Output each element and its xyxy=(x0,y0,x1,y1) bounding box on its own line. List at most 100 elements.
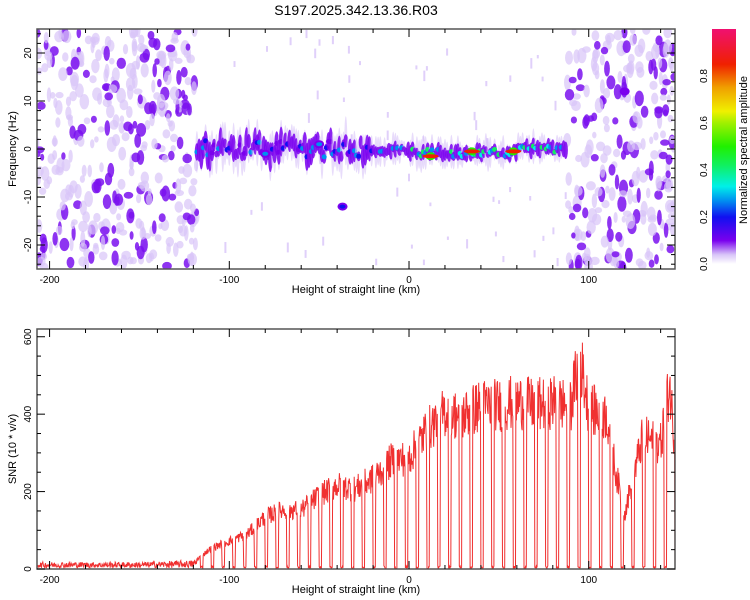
heatmap-cell xyxy=(646,247,651,258)
heatmap-peak xyxy=(422,154,439,159)
heatmap-cell xyxy=(594,207,603,214)
heatmap-cell xyxy=(138,34,145,45)
heatmap-cell xyxy=(594,187,603,197)
heatmap-cell xyxy=(592,131,597,139)
heatmap-cell xyxy=(88,251,95,264)
heatmap-cell xyxy=(570,116,578,124)
heatmap-cell xyxy=(95,49,102,62)
heatmap-cell xyxy=(135,29,141,38)
heatmap-cell xyxy=(79,94,90,110)
heatmap-cell xyxy=(669,136,675,144)
heatmap-cell xyxy=(509,75,512,82)
heatmap-cell xyxy=(533,250,536,258)
heatmap-cell xyxy=(289,37,292,46)
heatmap-cell xyxy=(154,234,162,242)
heatmap-cell xyxy=(621,29,628,39)
heatmap-cell xyxy=(136,122,147,137)
heatmap-cell xyxy=(554,100,557,111)
heatmap-cell xyxy=(209,150,215,156)
heatmap-cell xyxy=(168,150,175,161)
heatmap-cell xyxy=(47,153,55,164)
heatmap-cell xyxy=(568,206,574,214)
heatmap-cell xyxy=(106,104,115,119)
heatmap-cell xyxy=(100,226,110,235)
heatmap-cell xyxy=(631,170,640,187)
heatmap-cell xyxy=(165,44,176,53)
heatmap-cell xyxy=(117,178,126,190)
heatmap-cell xyxy=(84,35,93,45)
heatmap-cell xyxy=(70,221,76,230)
chart-title: S197.2025.342.13.36.R03 xyxy=(274,2,438,18)
y-tick-label: 0 xyxy=(23,566,34,572)
heatmap-cell xyxy=(174,57,183,64)
heatmap-cell xyxy=(137,43,146,53)
heatmap-cell xyxy=(123,191,134,199)
heatmap-cell xyxy=(191,81,197,95)
heatmap-cell xyxy=(634,44,644,57)
heatmap-cell xyxy=(632,111,641,124)
heatmap-cell xyxy=(660,130,666,139)
heatmap-cell xyxy=(103,83,110,92)
heatmap-cell xyxy=(608,187,616,201)
heatmap-cell xyxy=(665,170,671,179)
heatmap-cell xyxy=(170,37,179,44)
heatmap-cell xyxy=(665,218,675,225)
y-tick-label: 400 xyxy=(23,405,34,422)
heatmap-cell xyxy=(577,47,587,64)
heatmap-cell xyxy=(649,136,654,145)
heatmap-cell xyxy=(565,252,573,265)
heatmap-cell xyxy=(498,200,501,204)
heatmap-cell xyxy=(129,231,134,240)
y-tick-label: -10 xyxy=(23,189,34,204)
heatmap-cell xyxy=(188,237,195,245)
heatmap-cell xyxy=(660,139,670,146)
heatmap-cell xyxy=(50,92,56,99)
x-tick-label: 100 xyxy=(580,275,597,286)
heatmap-cell xyxy=(286,242,289,253)
heatmap-cell xyxy=(93,242,99,249)
heatmap-cell xyxy=(37,29,41,38)
heatmap-cell xyxy=(636,187,641,203)
heatmap-cell xyxy=(580,231,587,242)
heatmap-cell xyxy=(636,66,645,78)
heatmap-cell xyxy=(613,148,621,158)
heatmap-cell xyxy=(177,225,183,233)
heatmap-cell xyxy=(157,78,162,88)
heatmap-cell xyxy=(46,87,52,103)
heatmap-cell xyxy=(339,151,344,162)
heatmap-cell xyxy=(625,247,633,263)
heatmap-cell xyxy=(627,140,635,153)
heatmap-cell xyxy=(92,87,102,101)
y-tick-label: 200 xyxy=(23,483,34,500)
heatmap-cell xyxy=(663,222,669,238)
heatmap-cell xyxy=(98,251,108,261)
heatmap-cell xyxy=(602,115,610,125)
heatmap-cell xyxy=(161,154,170,163)
heatmap-cell xyxy=(76,29,82,39)
heatmap-cell xyxy=(586,220,596,234)
heatmap-cell xyxy=(666,202,675,212)
heatmap-cell xyxy=(87,164,92,178)
heatmap-cell xyxy=(600,235,609,248)
x-tick-label: -100 xyxy=(219,275,239,286)
heatmap-cell xyxy=(103,46,110,61)
heatmap-cell xyxy=(62,52,69,62)
heatmap-cell xyxy=(446,236,449,240)
heatmap-cell xyxy=(606,75,616,90)
heatmap-cell xyxy=(116,57,127,69)
heatmap-cell xyxy=(102,194,112,210)
heatmap-cell xyxy=(167,120,173,127)
heatmap-cell xyxy=(466,239,469,249)
heatmap-cell xyxy=(79,242,87,252)
heatmap-cell xyxy=(173,242,179,257)
heatmap-cell xyxy=(111,225,117,234)
heatmap-cell xyxy=(90,115,97,123)
heatmap-cell xyxy=(564,89,575,101)
heatmap-cell xyxy=(162,129,171,139)
heatmap-cell xyxy=(187,103,192,116)
heatmap-cell xyxy=(121,132,130,142)
heatmap-cell xyxy=(585,181,596,191)
snr-ylabel: SNR (10 * v/v) xyxy=(7,414,19,484)
heatmap-cell xyxy=(536,55,539,59)
